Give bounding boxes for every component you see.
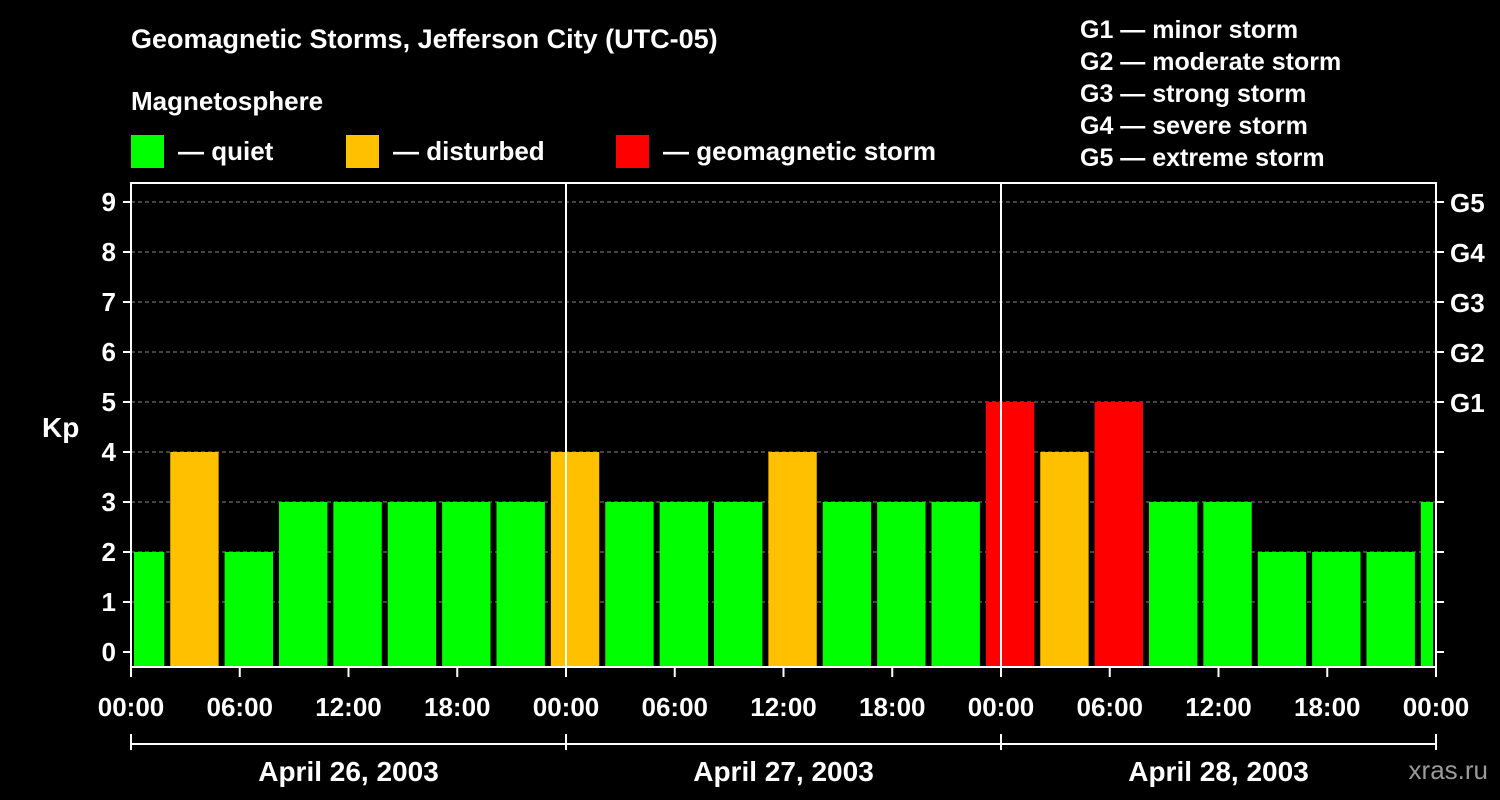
y-tick-label: 5 (102, 387, 116, 417)
legend-swatch-quiet (131, 134, 164, 168)
legend-label-storm: — geomagnetic storm (663, 135, 937, 166)
right-tick-label: G5 (1450, 188, 1485, 218)
day-label: April 28, 2003 (1128, 756, 1309, 787)
y-tick-label: 9 (102, 187, 116, 217)
y-tick-label: 7 (102, 287, 116, 317)
y-tick-label: 1 (102, 587, 116, 617)
right-tick-label: G4 (1450, 238, 1485, 268)
legend-item-quiet: — quiet (131, 134, 273, 168)
kp-bar (279, 502, 328, 667)
right-tick-label: G3 (1450, 288, 1485, 318)
watermark: xras.ru (1408, 755, 1488, 785)
kp-bar (1094, 402, 1143, 667)
chart-subtitle: Magnetosphere (131, 86, 324, 116)
kp-bar (605, 502, 654, 667)
legend-label-quiet: — quiet (178, 135, 274, 166)
x-tick-label: 12:00 (1185, 692, 1252, 722)
storm-scale-g1: G1 — minor storm (1080, 16, 1299, 44)
x-tick-label: 06:00 (207, 692, 274, 722)
day-label: April 27, 2003 (693, 756, 874, 787)
x-tick-label: 18:00 (1294, 692, 1361, 722)
legend-swatch-disturbed (346, 134, 379, 168)
kp-bar (134, 552, 165, 667)
x-tick-label: 06:00 (1077, 692, 1144, 722)
storm-scale-g5: G5 — extreme storm (1080, 144, 1325, 172)
legend-item-storm: — geomagnetic storm (616, 134, 936, 168)
storm-scale-g4: G4 — severe storm (1080, 112, 1308, 140)
x-tick-label: 06:00 (642, 692, 709, 722)
x-tick-label: 00:00 (98, 692, 165, 722)
legend-item-disturbed: — disturbed (346, 134, 545, 168)
kp-bar (1257, 552, 1307, 667)
storm-scale-g2: G2 — moderate storm (1080, 48, 1342, 76)
kp-bar (1040, 452, 1089, 667)
y-tick-label: 6 (102, 337, 116, 367)
kp-bar (550, 452, 600, 667)
kp-bar (768, 452, 817, 667)
x-tick-label: 12:00 (315, 692, 382, 722)
chart-title: Geomagnetic Storms, Jefferson City (UTC-… (131, 24, 718, 54)
y-tick-label: 2 (102, 537, 116, 567)
kp-bar (387, 502, 437, 667)
kp-bar (170, 452, 219, 667)
legend-label-disturbed: — disturbed (393, 135, 545, 166)
kp-bar (659, 502, 708, 667)
kp-bar (714, 502, 763, 667)
x-tick-label: 00:00 (1403, 692, 1470, 722)
day-label: April 26, 2003 (258, 756, 439, 787)
x-tick-label: 00:00 (533, 692, 600, 722)
kp-bar (224, 552, 273, 667)
kp-bar (442, 502, 491, 667)
storm-scale-g3: G3 — strong storm (1080, 80, 1307, 108)
kp-bar (822, 502, 872, 667)
storm-scale-legend: G1 — minor storm G2 — moderate storm G3 … (1080, 14, 1341, 174)
y-tick-label: 8 (102, 237, 116, 267)
y-axis-label: Kp (42, 412, 79, 443)
y-tick-label: 3 (102, 487, 116, 517)
kp-bar (1203, 502, 1252, 667)
kp-bar (333, 502, 382, 667)
right-tick-label: G2 (1450, 338, 1485, 368)
y-tick-label: 4 (102, 437, 117, 467)
kp-bar (1312, 552, 1361, 667)
kp-bar (985, 402, 1035, 667)
legend-swatch-storm (616, 134, 649, 168)
x-tick-label: 18:00 (859, 692, 926, 722)
x-tick-label: 12:00 (750, 692, 817, 722)
kp-bar (931, 502, 980, 667)
y-tick-label: 0 (102, 637, 116, 667)
kp-bar (877, 502, 926, 667)
x-tick-label: 18:00 (424, 692, 491, 722)
kp-bar (1366, 552, 1415, 667)
kp-bar (1149, 502, 1198, 667)
right-tick-label: G1 (1450, 388, 1485, 418)
kp-bar (496, 502, 545, 667)
kp-bar (1420, 502, 1433, 667)
x-tick-label: 00:00 (968, 692, 1035, 722)
